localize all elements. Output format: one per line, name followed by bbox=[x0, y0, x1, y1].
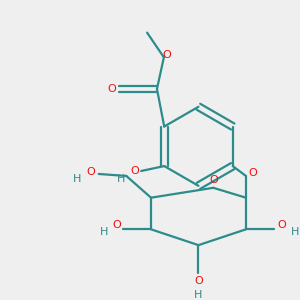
Text: H: H bbox=[73, 174, 81, 184]
Text: O: O bbox=[194, 276, 203, 286]
Text: O: O bbox=[248, 168, 257, 178]
Text: H: H bbox=[291, 227, 299, 237]
Text: H: H bbox=[99, 227, 108, 237]
Text: O: O bbox=[209, 175, 218, 185]
Text: O: O bbox=[131, 166, 140, 176]
Text: H: H bbox=[117, 174, 126, 184]
Text: O: O bbox=[277, 220, 286, 230]
Text: O: O bbox=[163, 50, 171, 60]
Text: O: O bbox=[112, 220, 121, 230]
Text: O: O bbox=[107, 84, 116, 94]
Text: H: H bbox=[194, 290, 203, 300]
Text: O: O bbox=[86, 167, 95, 177]
